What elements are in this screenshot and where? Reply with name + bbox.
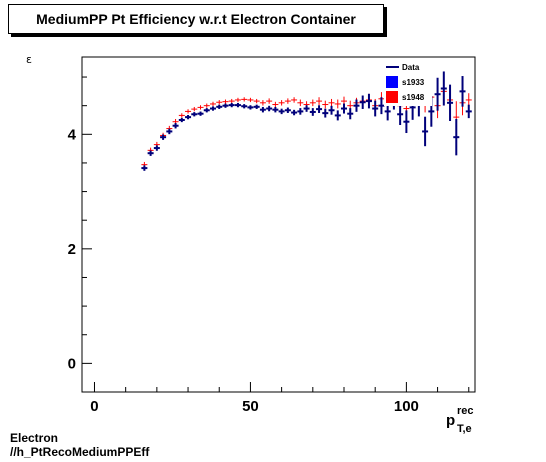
s1948-point — [278, 100, 285, 106]
y-tick-label: 0 — [68, 355, 76, 372]
data-point — [440, 71, 447, 106]
s1948-point — [191, 106, 198, 112]
data-point — [465, 104, 472, 119]
s1948-point — [241, 97, 248, 102]
data-point — [397, 103, 404, 125]
x-axis-label-sub: T,e — [457, 423, 472, 435]
s1948-point — [266, 98, 273, 104]
chart-title-box: MediumPP Pt Efficiency w.r.t Electron Co… — [8, 4, 384, 34]
x-tick-label: 0 — [90, 398, 98, 415]
legend: Data s1933 s1948 — [384, 62, 432, 106]
s1948-point — [197, 105, 204, 110]
data-point — [341, 103, 347, 114]
s1948-point — [465, 93, 472, 107]
data-point — [234, 102, 241, 108]
legend-label-s1948: s1948 — [402, 93, 425, 102]
data-point — [309, 108, 316, 116]
data-point — [210, 106, 216, 111]
y-axis-label: ε — [26, 53, 32, 66]
s1948-point — [203, 103, 210, 108]
s1948-point — [222, 99, 229, 104]
data-point — [353, 99, 360, 112]
s1948-point — [253, 98, 260, 104]
s1948-point — [297, 99, 304, 107]
legend-label-s1933: s1933 — [402, 78, 425, 87]
data-point — [303, 105, 310, 112]
data-point — [259, 106, 266, 113]
s1948-point — [334, 99, 341, 109]
data-point — [291, 109, 298, 116]
s1948-point — [234, 97, 241, 103]
data-point — [422, 116, 429, 147]
plot-frame — [81, 56, 476, 393]
data-point — [203, 108, 210, 113]
data-point — [172, 123, 179, 129]
data-point — [222, 103, 229, 108]
data-point — [278, 108, 285, 115]
data-point — [216, 104, 223, 109]
data-point — [247, 105, 254, 110]
data-point — [141, 165, 148, 171]
data-point — [253, 104, 260, 109]
axis-ticks — [82, 76, 470, 392]
x-axis-label-sup: rec — [457, 405, 474, 417]
data-point — [347, 108, 354, 120]
data-point — [459, 76, 466, 107]
data-point — [284, 107, 291, 113]
data-point — [160, 134, 167, 140]
data-point — [241, 104, 248, 109]
y-tick-label: 2 — [68, 241, 76, 258]
footer-line-1: Electron — [10, 431, 59, 445]
axis-tick-labels: 0 50 100 0 2 4 — [68, 126, 419, 415]
data-point — [365, 93, 372, 109]
x-tick-label: 100 — [394, 398, 419, 415]
data-point — [316, 105, 323, 113]
legend-s1948-swatch — [386, 91, 398, 103]
s1948-point — [247, 97, 254, 103]
s1948-point — [216, 100, 223, 105]
data-point — [266, 105, 273, 112]
data-point — [359, 95, 366, 109]
s1948-point — [291, 97, 298, 103]
footer-line-2: //h_PtRecoMediumPPEff — [10, 445, 150, 459]
data-point — [272, 106, 279, 113]
data-point — [178, 117, 185, 123]
x-tick-label: 50 — [242, 398, 259, 415]
data-point — [403, 110, 410, 134]
s1948-point — [284, 98, 291, 104]
data-point — [328, 105, 335, 115]
data-point — [191, 112, 198, 117]
data-point — [297, 108, 304, 115]
legend-label-data: Data — [402, 63, 420, 72]
data-point — [322, 108, 329, 118]
data-point — [166, 128, 173, 135]
data-point — [153, 145, 160, 151]
s1948-point — [309, 99, 316, 107]
s1948-point — [228, 98, 235, 104]
data-point — [228, 102, 235, 108]
x-axis-label-main: p — [446, 412, 455, 429]
data-point — [197, 111, 204, 116]
s1948-point — [322, 100, 329, 109]
legend-s1933-swatch — [386, 76, 398, 88]
s1948-point — [210, 101, 216, 107]
s1948-point — [328, 98, 335, 107]
data-point — [378, 97, 385, 115]
s1948-point — [185, 109, 192, 114]
s1948-point — [316, 97, 323, 105]
s1948-point — [178, 113, 185, 118]
data-point — [372, 100, 379, 117]
data-point — [447, 84, 454, 121]
data-point — [334, 110, 341, 121]
chart-title: MediumPP Pt Efficiency w.r.t Electron Co… — [36, 11, 356, 27]
s1948-point — [259, 100, 266, 106]
y-tick-label: 4 — [68, 126, 77, 143]
data-point — [434, 77, 441, 111]
data-point — [147, 150, 154, 156]
s1948-point — [272, 101, 279, 108]
data-point — [453, 118, 460, 156]
data-point — [185, 114, 192, 120]
